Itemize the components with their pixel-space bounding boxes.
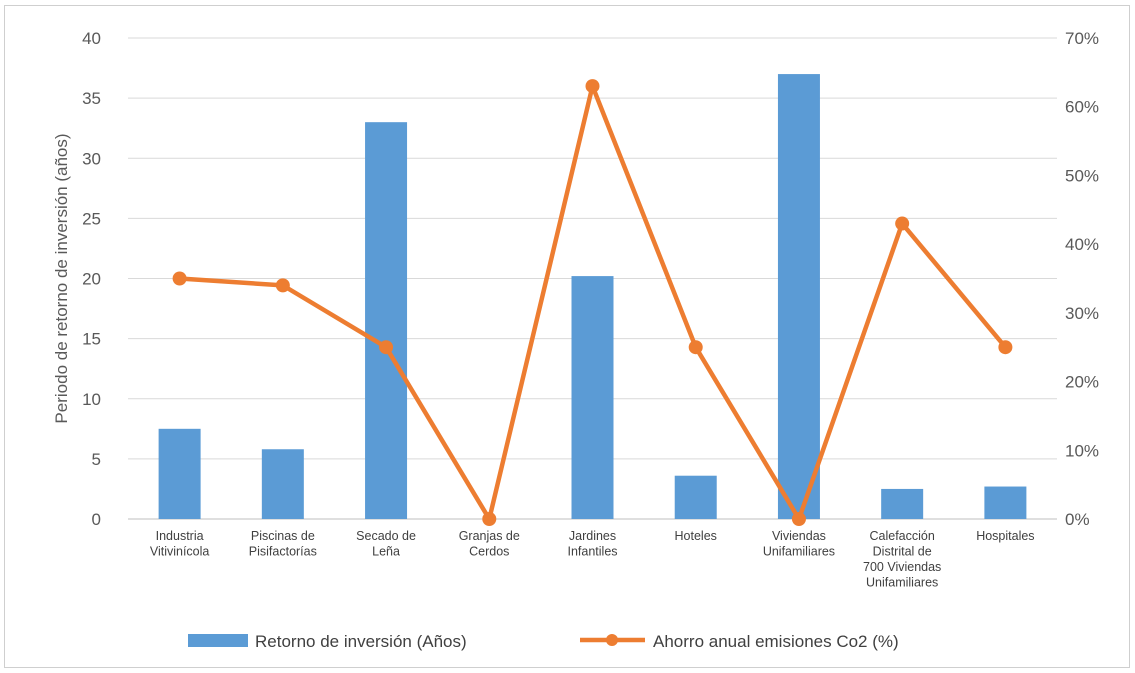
legend-bar-swatch xyxy=(188,634,248,647)
legend-bar-label: Retorno de inversión (Años) xyxy=(255,632,467,651)
right-tick-label: 60% xyxy=(1065,98,1099,117)
line-point xyxy=(379,340,394,355)
category-label: Infantiles xyxy=(567,545,617,559)
category-label: Leña xyxy=(372,545,400,559)
left-tick-label: 25 xyxy=(82,209,101,228)
bar xyxy=(984,486,1027,519)
legend-line-label: Ahorro anual emisiones Co2 (%) xyxy=(653,632,899,651)
category-label: Vitivinícola xyxy=(150,545,210,559)
left-tick-label: 0 xyxy=(92,510,101,529)
category-label: Viviendas xyxy=(772,529,826,543)
category-label: Unifamiliares xyxy=(763,545,835,559)
left-tick-label: 35 xyxy=(82,89,101,108)
left-tick-label: 30 xyxy=(82,149,101,168)
left-tick-label: 15 xyxy=(82,330,101,349)
category-label: 700 Viviendas xyxy=(863,560,941,574)
category-label: Cerdos xyxy=(469,545,509,559)
line-point xyxy=(895,216,910,231)
left-axis-ticks: 0 5 10 15 20 25 30 35 40 xyxy=(82,29,101,529)
left-tick-label: 20 xyxy=(82,270,101,289)
bar xyxy=(674,475,717,519)
bar xyxy=(158,428,201,519)
combo-chart: 0 5 10 15 20 25 30 35 40 0% 10% 20% 30% 40% 50% 60% 70%… xyxy=(52,29,1099,651)
line-series xyxy=(172,79,1013,526)
line-point xyxy=(482,512,497,526)
chart-frame: 0 5 10 15 20 25 30 35 40 0% 10% 20% 30% 40% 50% 60% 70%… xyxy=(4,5,1130,668)
line-point xyxy=(585,79,600,94)
bar xyxy=(881,488,924,519)
right-tick-label: 50% xyxy=(1065,166,1099,185)
left-tick-label: 10 xyxy=(82,390,101,409)
line-point xyxy=(791,512,806,526)
right-tick-label: 40% xyxy=(1065,235,1099,254)
category-label: Industria xyxy=(156,529,204,543)
category-label: Secado de xyxy=(356,529,416,543)
bar xyxy=(571,276,614,519)
category-label: Calefacción xyxy=(870,529,935,543)
bar-series xyxy=(158,74,1027,520)
right-axis-ticks: 0% 10% 20% 30% 40% 50% 60% 70% xyxy=(1065,29,1099,529)
y-axis-label: Periodo de retorno de inversión (años) xyxy=(52,133,71,423)
category-label: Granjas de xyxy=(459,529,520,543)
legend: Retorno de inversión (Años) Ahorro anual… xyxy=(188,632,899,651)
right-tick-label: 0% xyxy=(1065,510,1090,529)
category-label: Hospitales xyxy=(976,529,1034,543)
bar xyxy=(365,122,408,520)
category-label: Pisifactorías xyxy=(249,545,317,559)
category-label: Distrital de xyxy=(873,545,932,559)
right-tick-label: 10% xyxy=(1065,441,1099,460)
bar xyxy=(777,74,820,519)
category-label: Piscinas de xyxy=(251,529,315,543)
right-tick-label: 70% xyxy=(1065,29,1099,48)
line-point xyxy=(998,340,1013,355)
category-labels: Industria Vitivinícola Piscinas de Pisifact… xyxy=(150,529,1035,590)
left-tick-label: 5 xyxy=(92,450,101,469)
legend-line-marker xyxy=(606,634,618,646)
line-point xyxy=(275,278,290,293)
right-tick-label: 20% xyxy=(1065,373,1099,392)
line-point xyxy=(172,271,187,286)
bar xyxy=(261,449,304,519)
line-point xyxy=(688,340,703,355)
left-tick-label: 40 xyxy=(82,29,101,48)
category-label: Jardines xyxy=(569,529,616,543)
right-tick-label: 30% xyxy=(1065,304,1099,323)
category-label: Unifamiliares xyxy=(866,576,938,590)
category-label: Hoteles xyxy=(675,529,717,543)
